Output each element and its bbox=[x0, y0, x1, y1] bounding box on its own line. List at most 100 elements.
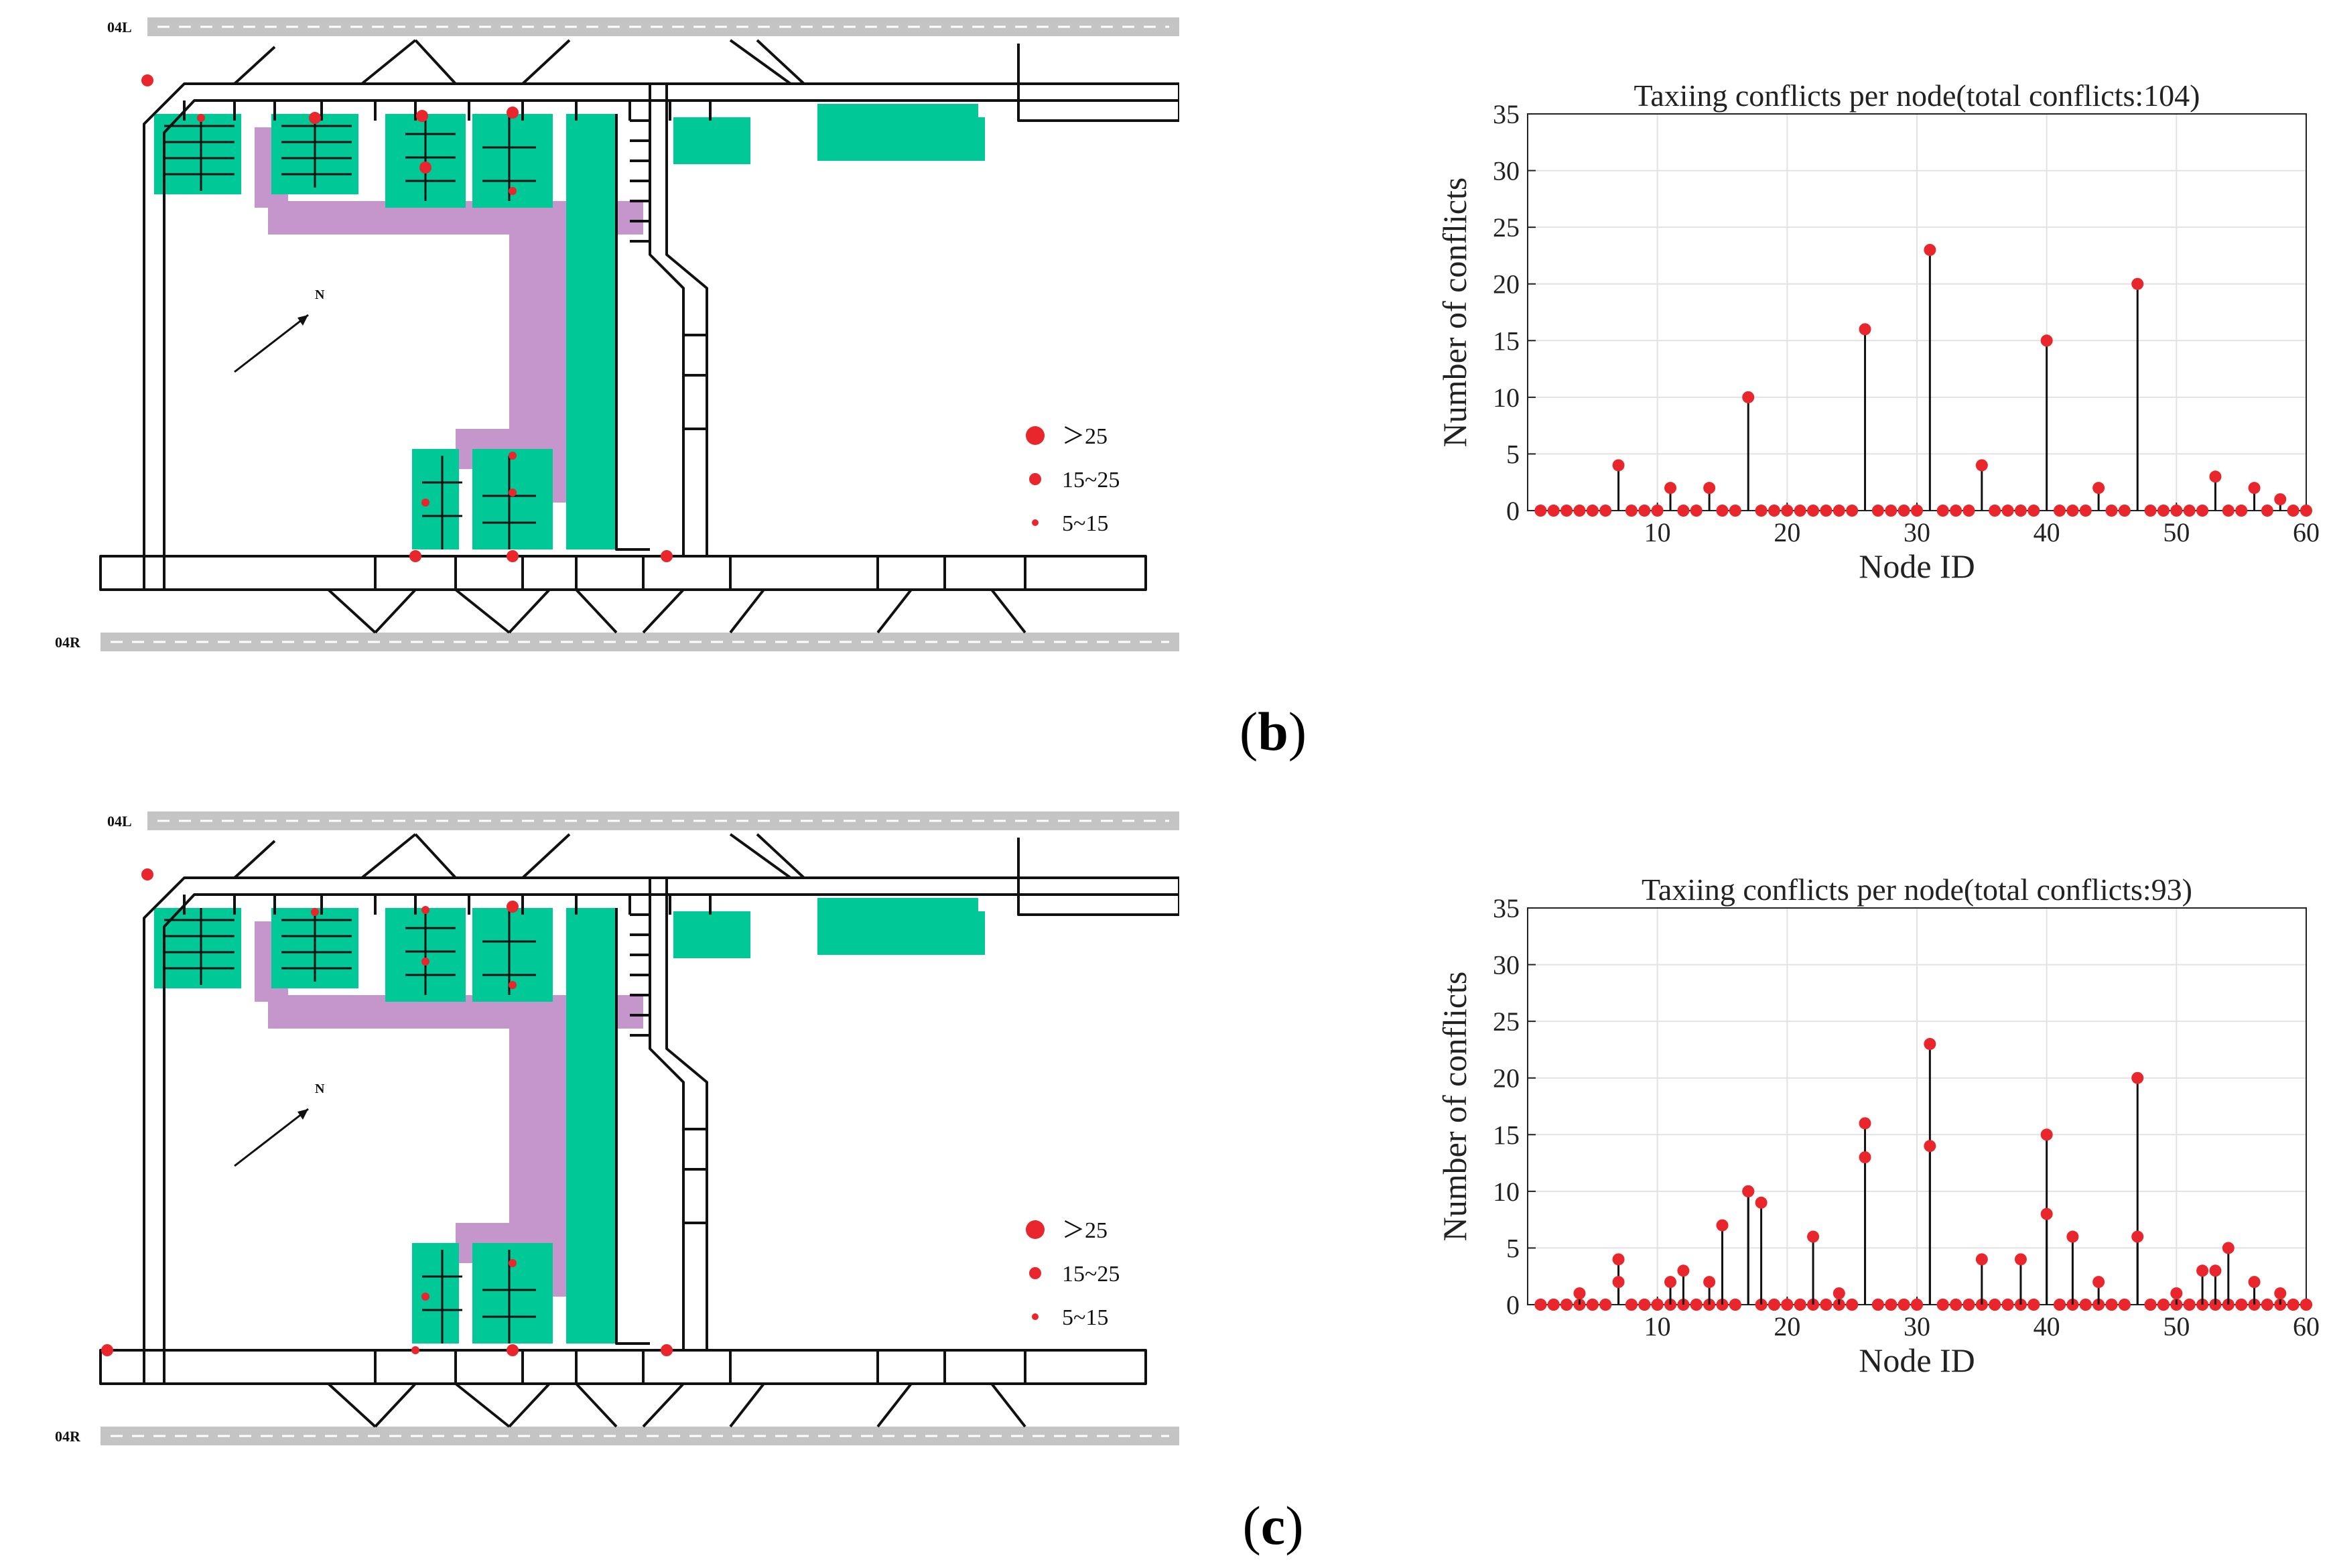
stem-marker bbox=[1677, 1264, 1690, 1277]
y-tick-label: 30 bbox=[1493, 950, 1520, 980]
stem-marker bbox=[1690, 1299, 1703, 1311]
taxiway-segment bbox=[649, 878, 685, 1350]
conflict-node-marker bbox=[509, 187, 517, 195]
x-tick-label: 20 bbox=[1774, 517, 1800, 547]
stem-marker bbox=[2300, 505, 2312, 517]
y-tick-label: 5 bbox=[1506, 1233, 1520, 1263]
stand-block bbox=[673, 911, 750, 958]
conflict-node-marker bbox=[507, 901, 519, 913]
stem-marker bbox=[1820, 1299, 1833, 1311]
stem-marker bbox=[1833, 1287, 1845, 1300]
stem-marker bbox=[2300, 1299, 2312, 1311]
stem-marker bbox=[2131, 1071, 2144, 1084]
conflict-node-marker bbox=[101, 1344, 113, 1356]
north-arrow-shaft bbox=[234, 1108, 309, 1167]
taxiway-segment bbox=[143, 876, 1179, 1350]
conflict-node-marker bbox=[507, 550, 519, 562]
stem-marker bbox=[1897, 505, 1910, 517]
north-label: N bbox=[315, 287, 325, 302]
stem-marker bbox=[1664, 482, 1677, 495]
stem-marker bbox=[1781, 505, 1794, 517]
conflict-node-marker bbox=[661, 1344, 673, 1356]
x-tick-label: 30 bbox=[1904, 517, 1930, 547]
stem-marker bbox=[1534, 1299, 1547, 1311]
stem-marker bbox=[2054, 505, 2066, 517]
chart-layer: 0 5 10 15 20 25 30 35 10 20 30 40 50 60 Taxiing confli… bbox=[1436, 80, 2320, 585]
stem-marker bbox=[2118, 505, 2131, 517]
taxiway-segment bbox=[615, 908, 650, 1345]
stand-block bbox=[566, 114, 616, 549]
taxiway-segment bbox=[665, 878, 708, 1350]
taxiway-segment bbox=[1017, 838, 1179, 916]
stem-marker bbox=[2287, 1299, 2300, 1311]
conflict-node-marker bbox=[661, 550, 673, 562]
stem-marker bbox=[1911, 1299, 1923, 1311]
y-tick-label: 15 bbox=[1493, 326, 1520, 356]
stem-marker bbox=[1846, 505, 1859, 517]
conflict-node-marker bbox=[509, 452, 517, 460]
taxiway-segment bbox=[1017, 44, 1179, 122]
conflict-chart-b: 0 5 10 15 20 25 30 35 10 20 30 40 50 60 Taxiing confli… bbox=[1436, 80, 2320, 585]
stem-marker bbox=[2170, 505, 2183, 517]
stem-marker bbox=[2196, 505, 2209, 517]
stem-marker bbox=[1586, 505, 1599, 517]
runway-label-04L: 04L bbox=[107, 813, 132, 830]
stem-marker bbox=[2066, 1230, 2079, 1243]
stem-marker bbox=[1794, 505, 1806, 517]
stem-marker bbox=[1742, 1185, 1755, 1197]
y-tick-label: 35 bbox=[1493, 99, 1520, 129]
runway-label-04R: 04R bbox=[55, 634, 81, 651]
conflict-node-marker bbox=[507, 107, 519, 119]
stem-marker bbox=[2079, 505, 2092, 517]
stem-marker bbox=[1690, 505, 1703, 517]
stem-marker bbox=[2001, 505, 2014, 517]
stem-marker bbox=[2014, 1253, 2027, 1266]
stem-marker bbox=[1625, 1299, 1638, 1311]
x-tick-label: 60 bbox=[2293, 1311, 2320, 1342]
legend-label: ＞25 bbox=[1062, 424, 1108, 449]
taxiway-segment bbox=[143, 82, 1179, 556]
north-arrow-head bbox=[297, 315, 308, 326]
taxiway-segment bbox=[665, 84, 708, 556]
stem-marker bbox=[1547, 1299, 1560, 1311]
stem-marker bbox=[1547, 505, 1560, 517]
stem-marker bbox=[2157, 1299, 2170, 1311]
taxiway-segment bbox=[327, 1382, 1026, 1428]
stem-marker bbox=[2274, 493, 2287, 506]
conflict-node-marker bbox=[141, 868, 153, 880]
stem-marker bbox=[1599, 505, 1612, 517]
stem-marker bbox=[1534, 505, 1547, 517]
stem-marker bbox=[2144, 1299, 2157, 1311]
stem-marker bbox=[2222, 1242, 2235, 1254]
taxiway-segment bbox=[233, 833, 805, 879]
stem-marker bbox=[2054, 1299, 2066, 1311]
runway-label-04L: 04L bbox=[107, 19, 132, 36]
x-axis-label: Node ID bbox=[1859, 547, 1975, 585]
y-tick-label: 20 bbox=[1493, 1063, 1520, 1094]
taxiway-segment bbox=[327, 588, 1026, 634]
conflict-node-marker bbox=[409, 550, 421, 562]
stem-marker bbox=[1768, 1299, 1780, 1311]
conflict-node-marker bbox=[509, 488, 517, 497]
stem-marker bbox=[1820, 505, 1833, 517]
stem-marker bbox=[2027, 1299, 2040, 1311]
stem-marker bbox=[1989, 505, 2001, 517]
taxiway-segment bbox=[143, 556, 165, 590]
stem-marker bbox=[1781, 1299, 1794, 1311]
caption-b: (b) bbox=[1239, 701, 1307, 762]
stem-marker bbox=[1742, 391, 1755, 403]
conflict-node-marker bbox=[421, 499, 429, 507]
legend-label: 15~25 bbox=[1062, 468, 1120, 493]
stand-block bbox=[951, 117, 985, 161]
stem-marker bbox=[2274, 1287, 2287, 1300]
stem-marker bbox=[1716, 505, 1729, 517]
stem-marker bbox=[2079, 1299, 2092, 1311]
stem-marker bbox=[1703, 1276, 1716, 1289]
stem-marker bbox=[2131, 1230, 2144, 1243]
stem-marker bbox=[1846, 1299, 1859, 1311]
taxiway-segment bbox=[683, 1128, 707, 1224]
x-tick-label: 50 bbox=[2163, 517, 2190, 547]
legend-marker-medium bbox=[1029, 1267, 1041, 1279]
